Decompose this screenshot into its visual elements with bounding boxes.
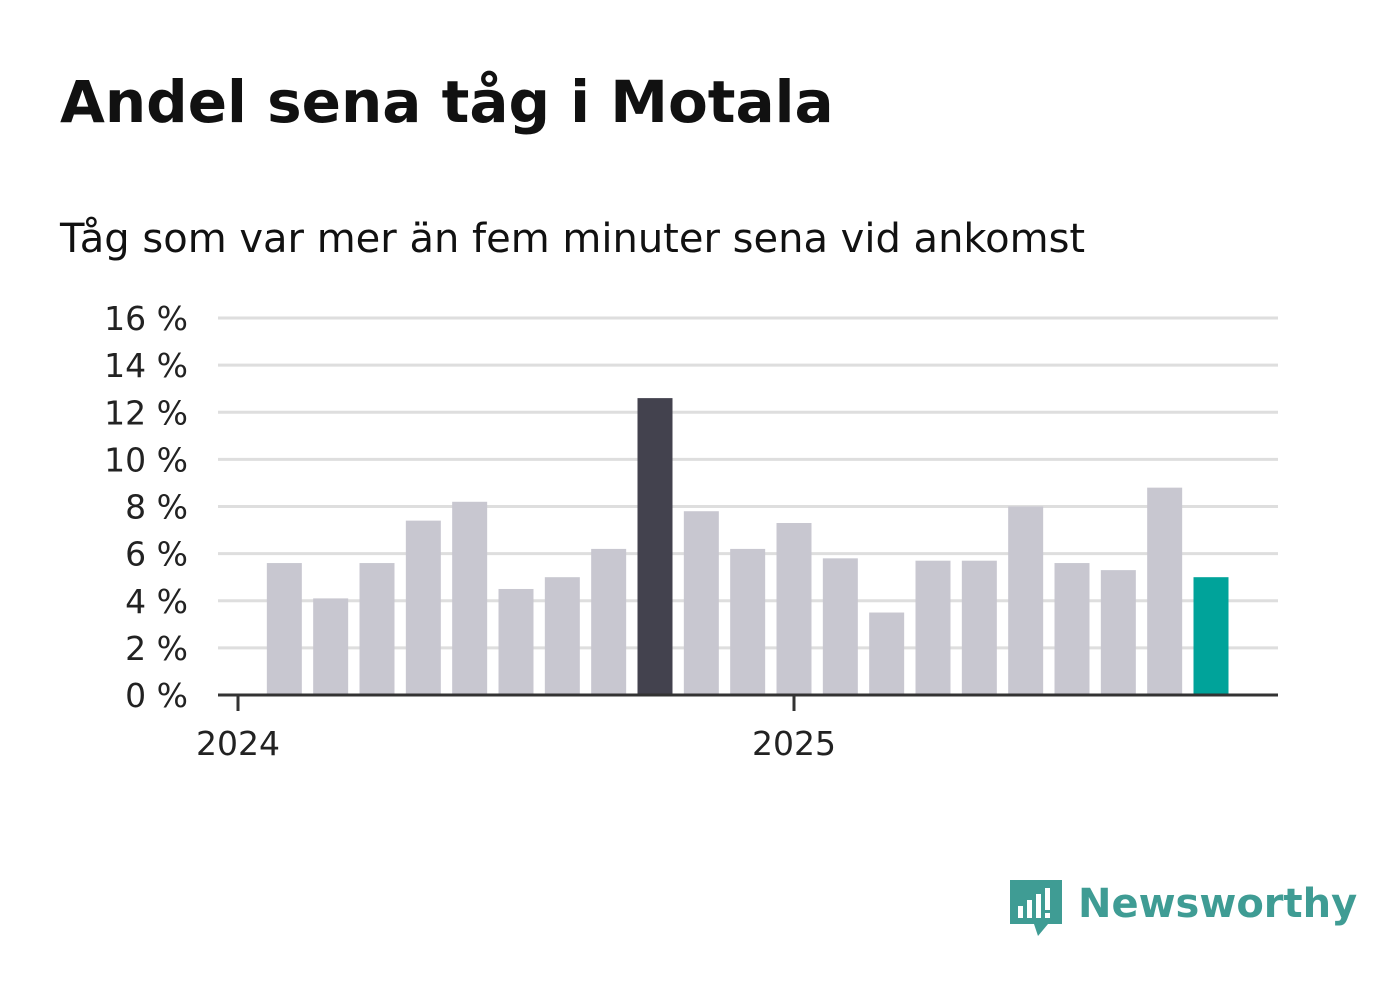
chart-title: Andel sena tåg i Motala — [60, 68, 834, 136]
bar-highlighted-2024-10 — [637, 398, 673, 695]
bar-2024-04 — [359, 563, 395, 695]
y-tick-label: 6 % — [125, 535, 188, 574]
bar-2024-08 — [544, 577, 580, 695]
bar-2025-03 — [869, 612, 905, 695]
y-axis-tick-labels: 0 % 2 % 4 % 6 % 8 % 10 % 12 % 14 % 16 % — [104, 299, 188, 715]
y-tick-label: 12 % — [104, 393, 188, 432]
bar-2024-11 — [683, 511, 719, 695]
bar-2025-09 — [1147, 487, 1183, 695]
bar-2024-06 — [452, 501, 488, 695]
newsworthy-logo: Newsworthy — [1010, 876, 1357, 940]
bar-2025-06 — [1008, 506, 1044, 695]
bar-2025-08 — [1100, 570, 1136, 695]
x-axis: 2024 2025 — [196, 693, 1278, 763]
bar-2024-02 — [266, 563, 302, 695]
x-tick-label: 2025 — [752, 724, 836, 763]
bars — [266, 398, 1229, 695]
y-tick-label: 0 % — [125, 676, 188, 715]
bar-2024-07 — [498, 588, 534, 695]
bar-2025-01 — [776, 522, 812, 695]
y-tick-label: 16 % — [104, 299, 188, 338]
y-tick-label: 4 % — [125, 582, 188, 621]
y-tick-label: 10 % — [104, 440, 188, 479]
bar-2025-07 — [1054, 563, 1090, 695]
x-tick-label: 2024 — [196, 724, 280, 763]
bar-latest-2025-10 — [1193, 577, 1229, 695]
y-tick-label: 14 % — [104, 346, 188, 385]
newsworthy-chat-bar-icon — [1010, 880, 1062, 936]
y-tick-label: 8 % — [125, 488, 188, 527]
bar-2025-04 — [915, 560, 951, 695]
bar-2024-03 — [313, 598, 349, 695]
bar-2024-05 — [405, 520, 441, 695]
brand-name: Newsworthy — [1078, 881, 1358, 927]
bar-2024-12 — [730, 548, 766, 695]
chart-subtitle: Tåg som var mer än fem minuter sena vid … — [60, 216, 1086, 262]
y-tick-label: 2 % — [125, 629, 188, 668]
bar-2024-09 — [591, 548, 627, 695]
bar-2025-02 — [822, 558, 858, 695]
bar-2025-05 — [961, 560, 997, 695]
